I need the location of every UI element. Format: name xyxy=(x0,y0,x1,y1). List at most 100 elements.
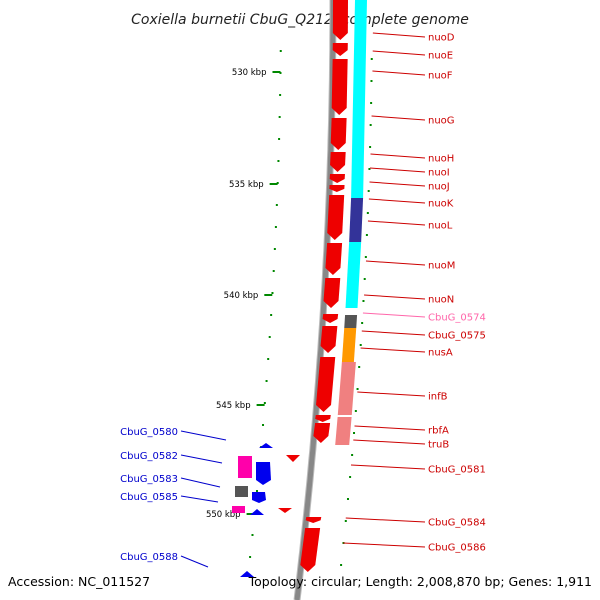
minor-tick-left xyxy=(275,204,278,206)
accession-text: Accession: NC_011527 xyxy=(8,574,150,589)
cds-reverse-arrow xyxy=(256,462,271,485)
gene-label-CbuG_0582: CbuG_0582 xyxy=(120,451,178,462)
cds-forward-arrow xyxy=(322,314,339,323)
gene-label-nuoI: nuoI xyxy=(428,168,450,179)
scale-tick-label: 540 kbp xyxy=(224,291,259,301)
cds-forward-arrow xyxy=(329,185,345,192)
minor-tick-right xyxy=(370,102,373,104)
minor-tick-right xyxy=(344,520,347,522)
scale-tick-label: 535 kbp xyxy=(229,180,264,190)
leader-line xyxy=(372,50,426,56)
leader-line xyxy=(369,181,426,187)
minor-tick-right xyxy=(351,454,354,456)
gene-label-CbuG_0586: CbuG_0586 xyxy=(428,543,486,554)
minor-tick-left xyxy=(279,94,282,96)
leader-line xyxy=(180,477,221,488)
cds-forward-arrow xyxy=(331,59,348,115)
leader-line xyxy=(354,425,426,431)
gene-label-nuoM: nuoM xyxy=(428,261,455,272)
gene-label-nuoD: nuoD xyxy=(428,33,455,44)
minor-tick-right xyxy=(369,124,372,126)
leader-line xyxy=(370,153,426,159)
minor-tick-right xyxy=(346,498,349,500)
feature-layer xyxy=(232,0,367,577)
gene-label-nuoF: nuoF xyxy=(428,71,453,82)
gene-label-infB: infB xyxy=(428,392,448,403)
leader-line xyxy=(367,220,426,226)
minor-tick-right xyxy=(370,58,373,60)
gene-label-CbuG_0575: CbuG_0575 xyxy=(428,331,486,342)
gene-label-nuoL: nuoL xyxy=(428,221,453,232)
minor-tick-right xyxy=(353,432,356,434)
leader-line xyxy=(357,391,426,397)
cds-forward-arrow xyxy=(305,517,322,523)
leader-line xyxy=(362,312,426,318)
cog-band-energy xyxy=(351,0,367,198)
gene-label-nuoH: nuoH xyxy=(428,154,454,165)
leader-line xyxy=(180,430,227,441)
cog-band-translation xyxy=(335,417,352,445)
minor-tick-left xyxy=(274,226,277,228)
leader-line xyxy=(372,32,426,38)
map-title: Coxiella burnetii CbuG_Q212, complete ge… xyxy=(131,12,469,28)
cds-forward-arrow xyxy=(332,0,348,40)
gene-label-CbuG_0580: CbuG_0580 xyxy=(120,427,178,438)
minor-tick-left xyxy=(249,556,252,558)
minor-tick-left xyxy=(271,292,274,294)
gene-label-nuoN: nuoN xyxy=(428,295,454,306)
cds-forward-arrow xyxy=(313,423,331,443)
minor-tick-right xyxy=(367,190,370,192)
minor-tick-right xyxy=(364,256,367,258)
minor-tick-left xyxy=(270,314,273,316)
leader-line xyxy=(345,517,426,523)
minor-tick-right xyxy=(356,388,359,390)
minor-tick-left xyxy=(279,50,282,52)
minor-tick-left xyxy=(255,490,258,492)
minor-tick-left xyxy=(267,358,270,360)
leader-line xyxy=(371,115,426,121)
leader-line xyxy=(370,167,426,173)
cds-forward-arrow xyxy=(325,243,343,275)
leader-line xyxy=(343,542,426,548)
cds-forward-arrow xyxy=(300,528,321,572)
cog-band-purple xyxy=(349,198,364,242)
gene-label-CbuG_0584: CbuG_0584 xyxy=(428,518,486,529)
scale-tick-label: 545 kbp xyxy=(216,401,251,411)
cds-forward-arrow xyxy=(330,152,346,172)
leader-line xyxy=(360,347,426,353)
minor-tick-left xyxy=(262,424,265,426)
minor-tick-left xyxy=(276,182,279,184)
cog-magenta-block xyxy=(238,456,252,478)
leader-line xyxy=(180,495,219,503)
leader-line xyxy=(350,464,426,470)
cds-forward-arrow xyxy=(323,278,341,308)
cds-forward-arrow xyxy=(327,195,345,240)
gene-label-CbuG_0583: CbuG_0583 xyxy=(120,474,178,485)
leader-line xyxy=(364,294,426,300)
minor-tick-right xyxy=(361,322,364,324)
gene-label-nusA: nusA xyxy=(428,348,453,359)
cds-forward-arrow xyxy=(330,118,347,150)
minor-tick-right xyxy=(368,168,371,170)
minor-tick-right xyxy=(369,146,372,148)
genome-summary-text: Topology: circular; Length: 2,008,870 bp… xyxy=(248,574,592,589)
minor-tick-right xyxy=(359,344,362,346)
minor-tick-left xyxy=(265,380,268,382)
minor-tick-left xyxy=(277,160,280,162)
gene-label-nuoG: nuoG xyxy=(428,116,455,127)
gene-label-CbuG_0574: CbuG_0574 xyxy=(428,313,486,324)
minor-tick-left xyxy=(251,534,254,536)
cog-band-transcription xyxy=(341,328,357,362)
minor-tick-right xyxy=(354,410,357,412)
leader-line xyxy=(365,260,426,266)
label-layer: nuoD nuoE nuoF nuoG nuoH nuoI nuoJ nuoK nuoL nuoM… xyxy=(120,33,486,568)
cds-small-arrow xyxy=(278,508,292,513)
minor-tick-right xyxy=(358,366,361,368)
scale-tick-label: 550 kbp xyxy=(206,510,241,520)
minor-tick-right xyxy=(366,212,369,214)
minor-tick-left xyxy=(263,402,266,404)
gene-label-CbuG_0585: CbuG_0585 xyxy=(120,492,178,503)
minor-tick-left xyxy=(273,248,276,250)
